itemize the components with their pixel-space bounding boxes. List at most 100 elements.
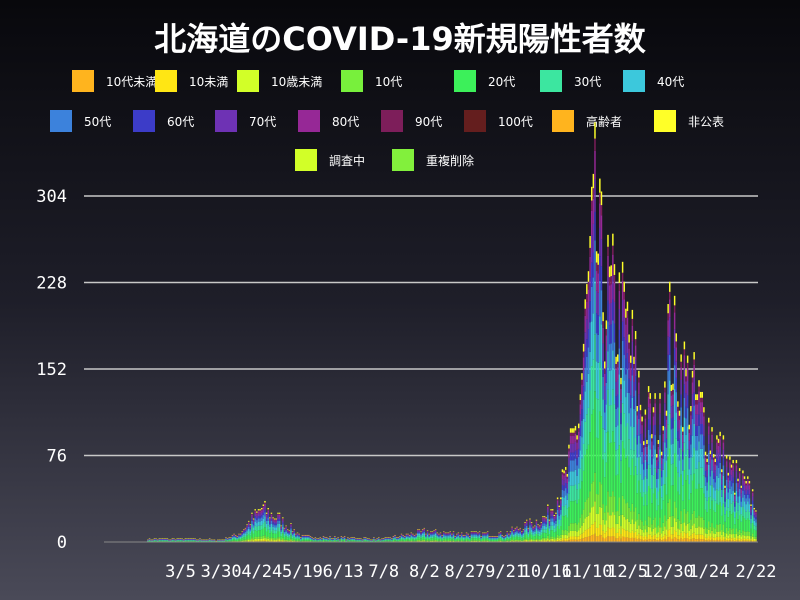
bar-segment [485,534,487,536]
bar-segment [748,536,751,540]
bar-segment [584,315,586,333]
bar-segment [400,534,403,536]
bar-segment [352,541,354,542]
bar-segment [703,493,705,520]
bar-segment [469,539,471,540]
bar-segment [550,538,552,541]
bar-segment [667,354,669,372]
bar-segment [316,539,318,540]
bar-segment [587,515,590,529]
bar-segment [651,434,653,439]
bar-segment [706,482,708,491]
bar-segment [527,535,530,537]
bar-segment [252,527,255,531]
bar-segment [444,538,447,541]
bar-segment [285,530,287,532]
bar-segment [678,494,681,521]
bar-segment [473,540,476,542]
bar-segment [472,534,474,536]
bar-segment [530,532,533,535]
bar-segment [581,384,583,397]
bar-segment [594,281,596,335]
bar-segment [670,464,673,486]
bar-segment [730,503,733,515]
bar-segment [404,536,406,538]
bar-segment [543,519,546,522]
bar-segment [670,538,673,542]
bar-segment [511,528,513,531]
bar-segment [246,526,248,529]
bar-segment [430,540,432,541]
bar-segment [378,538,380,540]
bar-segment [482,538,484,541]
bar-segment [413,535,416,537]
bar-segment [178,538,180,539]
bar-segment [254,509,256,511]
bar-segment [420,540,422,542]
bar-segment [469,541,471,542]
bar-segment [243,530,245,532]
bar-segment [291,531,294,532]
bar-segment [225,538,227,540]
bar-segment [717,438,720,443]
bar-segment [727,507,730,518]
bar-segment [412,534,414,535]
bar-segment [644,520,647,530]
bar-segment [247,522,250,524]
bar-segment [701,397,704,403]
bar-segment [587,347,590,374]
bar-segment [236,539,239,540]
bar-segment [477,533,479,534]
bar-segment [577,499,580,523]
bar-segment [608,528,611,537]
bar-segment [382,540,385,542]
bar-segment [488,541,491,542]
bar-segment [630,355,632,363]
bar-segment [527,531,530,534]
bar-segment [719,487,721,503]
bar-segment [657,468,660,479]
bar-segment [243,539,245,541]
bar-segment [747,476,749,479]
bar-segment [438,536,440,537]
bar-segment [547,504,549,506]
bar-segment [155,539,157,541]
bar-segment [293,529,295,530]
bar-segment [249,539,252,541]
bar-segment [447,532,450,534]
bar-segment [654,435,656,450]
bar-segment [233,536,235,537]
bar-segment [704,451,707,456]
bar-segment [467,536,469,537]
bar-segment [667,456,669,503]
bar-segment [247,526,250,529]
bar-segment [706,537,708,541]
bar-segment [270,523,273,528]
bar-segment [576,439,578,443]
bar-segment [553,516,556,519]
bar-segment [399,541,401,542]
bar-segment [439,533,442,534]
bar-segment [394,537,396,539]
bar-segment [407,539,409,541]
bar-segment [615,450,617,476]
bar-segment [405,536,408,537]
bar-segment [701,412,704,424]
bar-segment [270,537,273,540]
bar-segment [699,517,702,528]
bar-segment [319,537,321,539]
bar-segment [719,455,721,463]
bar-segment [748,511,751,521]
bar-segment [456,534,458,535]
bar-segment [247,525,250,527]
bar-segment [384,540,386,542]
bar-segment [706,470,708,477]
bar-segment [688,499,690,523]
bar-segment [339,541,341,542]
bar-segment [612,431,614,492]
bar-segment [363,538,365,539]
bar-segment [631,397,634,428]
bar-segment [449,540,452,542]
bar-segment [249,531,252,534]
bar-segment [273,519,276,521]
